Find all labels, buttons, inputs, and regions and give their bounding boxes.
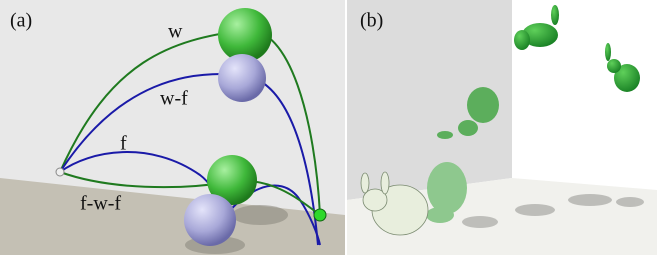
panel-b: (b) xyxy=(347,0,657,255)
end-point xyxy=(314,209,326,221)
panel-a: (a) w w-f f f-w-f xyxy=(0,0,345,255)
figure: (a) w w-f f f-w-f (b) xyxy=(0,0,657,255)
shadow xyxy=(232,205,288,225)
curve-label: w xyxy=(168,21,183,43)
curve-label: w-f xyxy=(160,88,188,110)
curve-label: f xyxy=(120,133,127,155)
curve-label: f-w-f xyxy=(80,193,121,215)
sphere xyxy=(218,54,266,102)
sphere xyxy=(218,8,272,62)
panel-label: (b) xyxy=(360,10,383,32)
start-point xyxy=(56,168,64,176)
panel-label: (a) xyxy=(10,10,32,32)
sphere xyxy=(184,194,236,246)
